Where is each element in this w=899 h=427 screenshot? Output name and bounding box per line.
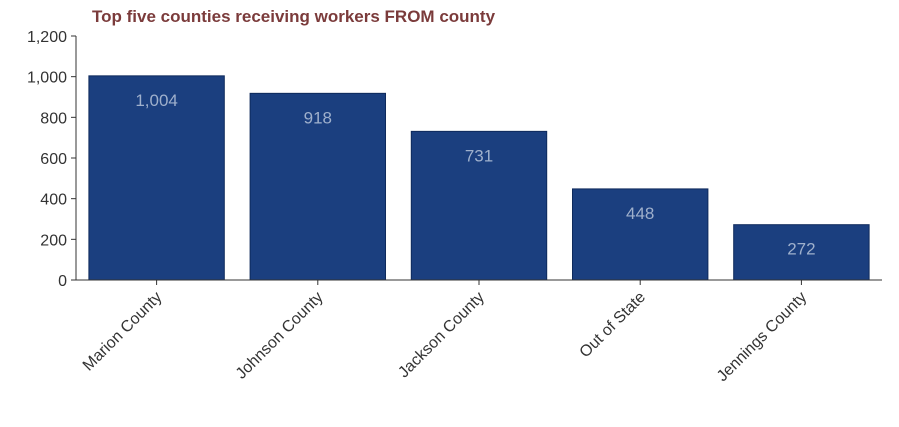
bar-value-label: 1,004 <box>135 91 178 110</box>
y-tick-label: 1,000 <box>27 70 67 87</box>
bars: 1,004 918 731 448 272 <box>88 75 870 281</box>
x-tick-label: Marion County <box>80 289 166 375</box>
bar-value-label: 272 <box>787 240 815 259</box>
x-tick-label: Jennings County <box>714 289 810 385</box>
y-tick-label: 0 <box>58 273 67 290</box>
y-tick-label: 1,200 <box>27 29 67 46</box>
bar <box>249 92 387 281</box>
x-tick-label: Jackson County <box>395 289 488 382</box>
bar-value-label: 918 <box>304 108 332 127</box>
y-tick-label: 800 <box>40 110 67 127</box>
y-axis: 0 200 400 600 800 1,000 1,200 <box>27 29 77 290</box>
x-tick-label: Out of State <box>577 289 649 361</box>
bar-value-label: 448 <box>626 204 654 223</box>
y-tick-label: 200 <box>40 232 67 249</box>
bar <box>733 224 870 281</box>
bar-value-label: 731 <box>465 146 493 165</box>
y-tick-label: 600 <box>40 151 67 168</box>
bar <box>410 130 548 281</box>
chart-title: Top five counties receiving workers FROM… <box>92 7 496 26</box>
y-tick-label: 400 <box>40 192 67 209</box>
x-tick-label: Johnson County <box>233 289 327 383</box>
bar <box>571 188 709 281</box>
x-axis: Marion County Johnson County Jackson Count… <box>76 279 882 385</box>
